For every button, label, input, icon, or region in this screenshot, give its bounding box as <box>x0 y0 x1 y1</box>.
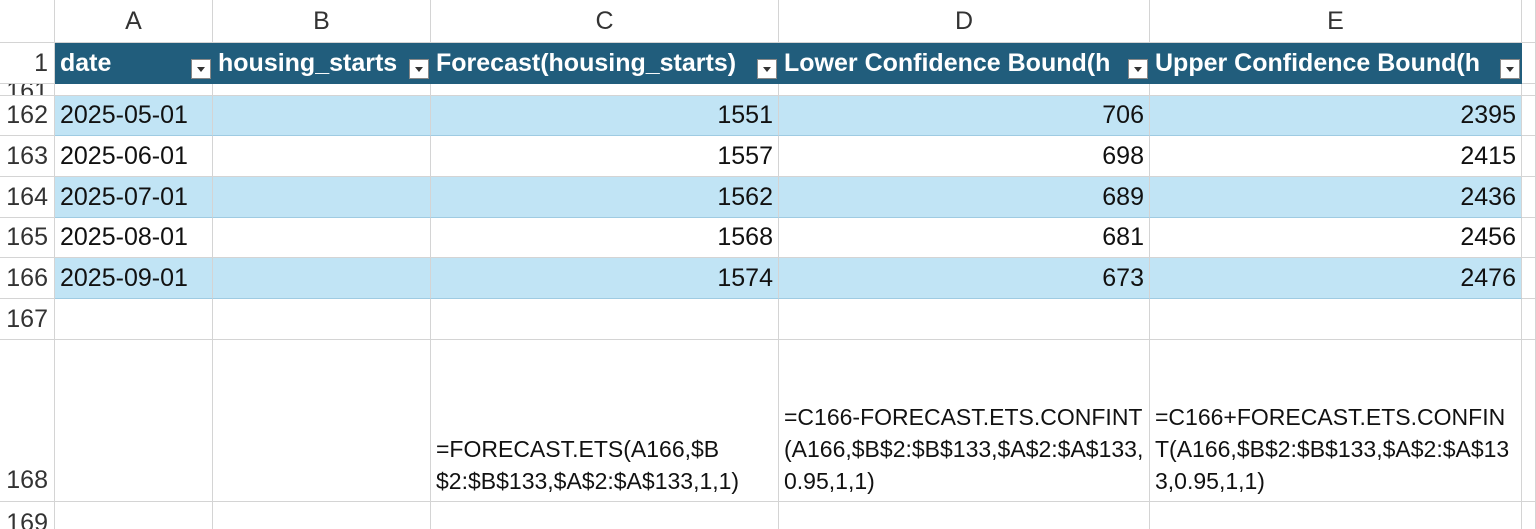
row-header[interactable]: 162 <box>0 96 55 136</box>
row-header[interactable]: 167 <box>0 299 55 340</box>
column-header <box>1522 0 1536 43</box>
cell[interactable] <box>213 136 431 177</box>
cell[interactable]: 1557 <box>431 136 779 177</box>
cell <box>55 502 213 529</box>
cell[interactable] <box>213 218 431 258</box>
cell <box>1522 218 1536 258</box>
row-header[interactable]: 164 <box>0 177 55 218</box>
row-header[interactable]: 169 <box>0 502 55 529</box>
cell[interactable] <box>213 258 431 299</box>
table-header[interactable]: date <box>55 43 213 84</box>
cell[interactable] <box>213 177 431 218</box>
cell[interactable]: 1551 <box>431 96 779 136</box>
cell[interactable]: 689 <box>779 177 1150 218</box>
cell[interactable]: 2456 <box>1150 218 1522 258</box>
row-header[interactable]: 165 <box>0 218 55 258</box>
cell <box>1522 258 1536 299</box>
row-header[interactable]: 163 <box>0 136 55 177</box>
column-header[interactable]: D <box>779 0 1150 43</box>
cell <box>1522 136 1536 177</box>
cell <box>431 299 779 340</box>
column-header[interactable]: C <box>431 0 779 43</box>
cell <box>1522 502 1536 529</box>
formula-cell[interactable]: =C166-FORECAST.ETS.CONFINT(A166,$B$2:$B$… <box>779 340 1150 502</box>
cell[interactable]: 2025-06-01 <box>55 136 213 177</box>
cell <box>431 502 779 529</box>
column-header[interactable]: E <box>1150 0 1522 43</box>
cell <box>1522 96 1536 136</box>
cell[interactable]: 673 <box>779 258 1150 299</box>
formula-cell[interactable]: =FORECAST.ETS(A166,$B$2:$B$133,$A$2:$A$1… <box>431 340 779 502</box>
row-header[interactable]: 166 <box>0 258 55 299</box>
row-header[interactable]: 1 <box>0 43 55 84</box>
cell <box>1522 340 1536 502</box>
cell <box>1522 43 1536 84</box>
cell[interactable]: 2025-09-01 <box>55 258 213 299</box>
filter-button[interactable] <box>191 59 211 79</box>
row-header[interactable]: 161 <box>0 84 55 96</box>
cell[interactable]: 2476 <box>1150 258 1522 299</box>
cell[interactable]: 2436 <box>1150 177 1522 218</box>
cell <box>1522 84 1536 96</box>
table-header[interactable]: Upper Confidence Bound(h <box>1150 43 1522 84</box>
cell <box>55 340 213 502</box>
cell[interactable] <box>213 96 431 136</box>
cell[interactable]: 2025-05-01 <box>55 96 213 136</box>
cell[interactable]: 681 <box>779 218 1150 258</box>
table-header[interactable]: housing_starts <box>213 43 431 84</box>
cell <box>779 84 1150 96</box>
row-header[interactable]: 168 <box>0 340 55 502</box>
cell[interactable]: 2395 <box>1150 96 1522 136</box>
cell <box>431 84 779 96</box>
column-header[interactable]: B <box>213 0 431 43</box>
cell <box>1150 502 1522 529</box>
column-header[interactable]: A <box>55 0 213 43</box>
cell[interactable]: 698 <box>779 136 1150 177</box>
cell[interactable]: 2415 <box>1150 136 1522 177</box>
cell <box>1522 299 1536 340</box>
table-header[interactable]: Forecast(housing_starts) <box>431 43 779 84</box>
cell <box>55 84 213 96</box>
cell <box>1150 299 1522 340</box>
cell <box>1522 177 1536 218</box>
filter-button[interactable] <box>1128 59 1148 79</box>
cell <box>55 299 213 340</box>
corner <box>0 0 55 43</box>
cell <box>213 502 431 529</box>
cell[interactable]: 1568 <box>431 218 779 258</box>
cell <box>1150 84 1522 96</box>
formula-cell[interactable]: =C166+FORECAST.ETS.CONFINT(A166,$B$2:$B$… <box>1150 340 1522 502</box>
cell[interactable]: 2025-07-01 <box>55 177 213 218</box>
cell[interactable]: 706 <box>779 96 1150 136</box>
cell <box>213 340 431 502</box>
table-header[interactable]: Lower Confidence Bound(h <box>779 43 1150 84</box>
cell <box>213 84 431 96</box>
cell <box>213 299 431 340</box>
cell[interactable]: 1562 <box>431 177 779 218</box>
cell[interactable]: 1574 <box>431 258 779 299</box>
cell <box>779 502 1150 529</box>
filter-button[interactable] <box>1500 59 1520 79</box>
filter-button[interactable] <box>409 59 429 79</box>
filter-button[interactable] <box>757 59 777 79</box>
cell <box>779 299 1150 340</box>
cell[interactable]: 2025-08-01 <box>55 218 213 258</box>
